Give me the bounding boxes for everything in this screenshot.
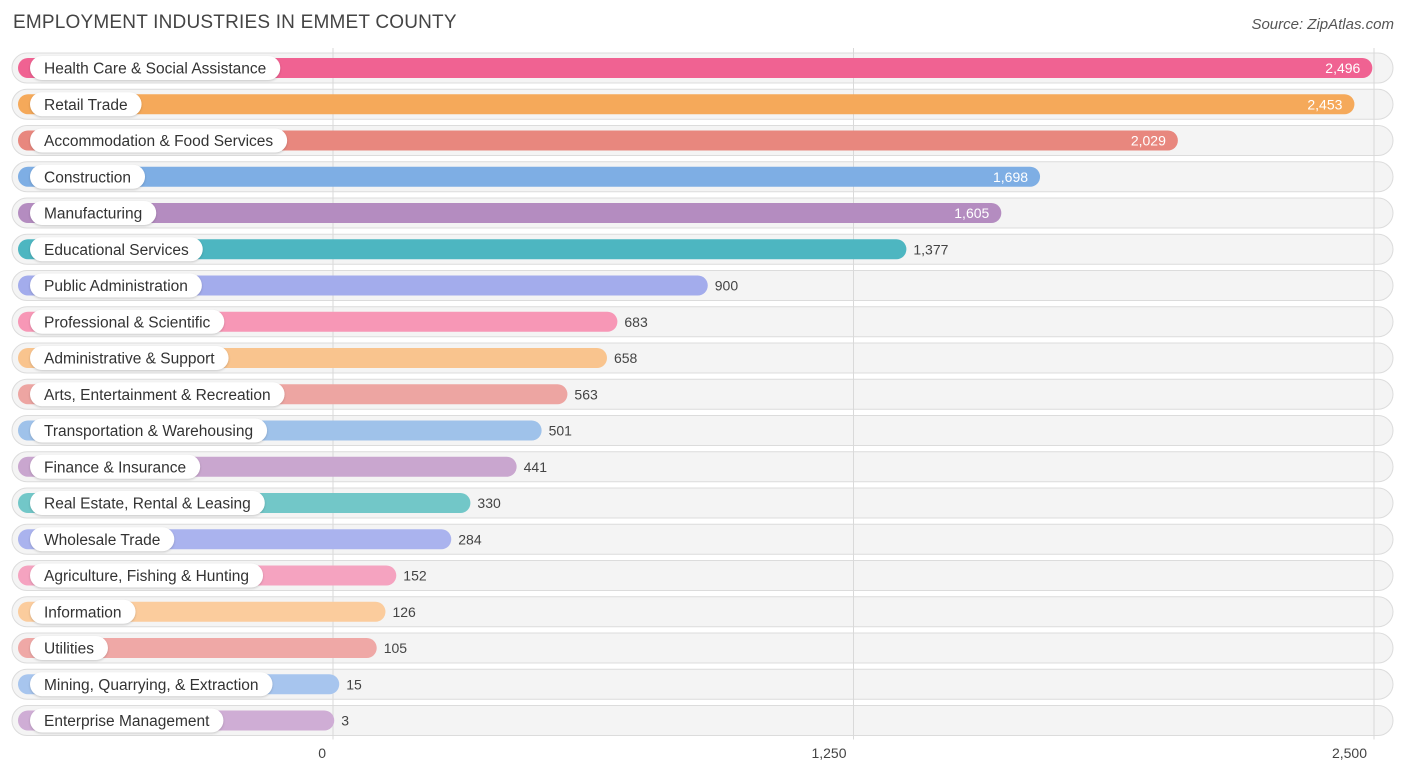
bar-category-label: Real Estate, Rental & Leasing bbox=[44, 496, 251, 513]
bar-row: Educational Services 1,377 bbox=[18, 237, 949, 262]
bar-category-label: Educational Services bbox=[44, 242, 189, 259]
bar bbox=[18, 203, 1002, 223]
row-track bbox=[11, 668, 1394, 700]
bar bbox=[18, 638, 377, 658]
bar-value-label: 501 bbox=[549, 423, 573, 439]
chart-title: EMPLOYMENT INDUSTRIES IN EMMET COUNTY bbox=[13, 12, 457, 33]
bar-value-label: 1,698 bbox=[993, 169, 1028, 185]
x-tick-label: 2,500 bbox=[1332, 745, 1367, 761]
bar-label-pill bbox=[30, 599, 136, 624]
bar-row: Administrative & Support 658 bbox=[18, 346, 638, 370]
bar-label-pill bbox=[30, 92, 142, 117]
bar-label-pill bbox=[30, 708, 224, 733]
bar bbox=[18, 94, 1355, 115]
bar bbox=[18, 239, 907, 260]
bar-category-label: Administrative & Support bbox=[44, 351, 215, 368]
bar-label-pill bbox=[30, 309, 225, 334]
bar-category-label: Utilities bbox=[44, 641, 94, 658]
x-tick-label: 0 bbox=[318, 745, 326, 761]
bar-row: Professional & Scientific 683 bbox=[18, 309, 648, 334]
bar-label-pill bbox=[30, 273, 202, 298]
bar-value-label: 152 bbox=[403, 568, 427, 584]
bar-row: Arts, Entertainment & Recreation 563 bbox=[18, 382, 598, 407]
bar-value-label: 2,453 bbox=[1307, 96, 1342, 112]
bar-label-pill bbox=[30, 201, 157, 225]
bar-row: Real Estate, Rental & Leasing 330 bbox=[18, 491, 501, 515]
bar-category-label: Arts, Entertainment & Recreation bbox=[44, 387, 271, 404]
source-label: Source: ZipAtlas.com bbox=[1251, 16, 1394, 33]
row-track bbox=[11, 705, 1394, 736]
bar-category-label: Retail Trade bbox=[44, 97, 128, 114]
bar-row: Agriculture, Fishing & Hunting 152 bbox=[18, 563, 427, 588]
bar-value-label: 1,377 bbox=[913, 241, 948, 257]
bar-value-label: 2,029 bbox=[1131, 133, 1166, 149]
bar-label-pill bbox=[30, 636, 108, 660]
bar-row: Manufacturing 1,605 bbox=[18, 201, 1002, 225]
bar-category-label: Information bbox=[44, 604, 122, 621]
x-tick-label: 1,250 bbox=[811, 745, 846, 761]
bar-value-label: 284 bbox=[458, 531, 482, 547]
bar-row: Transportation & Warehousing 501 bbox=[18, 418, 573, 443]
bar-category-label: Health Care & Social Assistance bbox=[44, 61, 266, 78]
bar bbox=[18, 130, 1178, 151]
bar-value-label: 900 bbox=[715, 278, 739, 294]
bar-label-pill bbox=[30, 56, 281, 80]
bar-row: Wholesale Trade 284 bbox=[18, 527, 482, 552]
bar-label-pill bbox=[30, 382, 285, 407]
bar bbox=[18, 166, 1041, 187]
bar-category-label: Accommodation & Food Services bbox=[44, 133, 273, 150]
bar-value-label: 683 bbox=[624, 314, 648, 330]
bar-row: Retail Trade 2,453 bbox=[18, 92, 1355, 117]
bar-category-label: Construction bbox=[44, 169, 131, 186]
bar-row: Mining, Quarrying, & Extraction 15 bbox=[18, 672, 362, 697]
bar-category-label: Finance & Insurance bbox=[44, 459, 186, 476]
bar-value-label: 658 bbox=[614, 350, 638, 366]
bar-category-label: Transportation & Warehousing bbox=[44, 423, 253, 440]
bar-label-pill bbox=[30, 128, 288, 153]
bar-value-label: 330 bbox=[477, 495, 501, 511]
gridlines: 0 1,250 2,500 bbox=[318, 48, 1375, 761]
bar-row: Construction 1,698 bbox=[18, 164, 1041, 189]
bar-label-pill bbox=[30, 237, 203, 262]
bar-value-label: 2,496 bbox=[1325, 60, 1360, 76]
bar-category-label: Professional & Scientific bbox=[44, 314, 211, 331]
bar-label-pill bbox=[30, 672, 273, 697]
bar-category-label: Agriculture, Fishing & Hunting bbox=[44, 568, 249, 585]
bar-category-label: Public Administration bbox=[44, 278, 188, 295]
bar-category-label: Mining, Quarrying, & Extraction bbox=[44, 677, 259, 694]
bar-category-label: Manufacturing bbox=[44, 206, 142, 223]
bar-row: Utilities 105 bbox=[18, 636, 407, 660]
bar-value-label: 15 bbox=[346, 676, 362, 692]
bar-label-pill bbox=[30, 418, 268, 443]
bar-category-label: Wholesale Trade bbox=[44, 532, 160, 549]
bars: Health Care & Social Assistance 2,496 Reta… bbox=[18, 56, 1373, 733]
bar-label-pill bbox=[30, 527, 175, 552]
bar-label-pill bbox=[30, 346, 229, 370]
bar bbox=[18, 58, 1373, 78]
bar-row: Health Care & Social Assistance 2,496 bbox=[18, 56, 1373, 80]
bar-row: Public Administration 900 bbox=[18, 273, 739, 298]
bar-category-label: Enterprise Management bbox=[44, 713, 210, 730]
bar-label-pill bbox=[30, 563, 264, 588]
bar-label-pill bbox=[30, 491, 265, 515]
bar-value-label: 1,605 bbox=[954, 205, 989, 221]
bar-row: Enterprise Management 3 bbox=[18, 708, 349, 733]
bar-value-label: 441 bbox=[524, 459, 548, 475]
bar-row: Accommodation & Food Services 2,029 bbox=[18, 128, 1178, 153]
bar-row: Information 126 bbox=[18, 599, 416, 624]
bar-value-label: 105 bbox=[384, 640, 408, 656]
bar-label-pill bbox=[30, 164, 146, 189]
bar-row: Finance & Insurance 441 bbox=[18, 454, 548, 479]
bar-value-label: 126 bbox=[392, 604, 416, 620]
bar-label-pill bbox=[30, 454, 201, 479]
bar-value-label: 563 bbox=[574, 386, 598, 402]
bar-value-label: 3 bbox=[341, 713, 349, 729]
